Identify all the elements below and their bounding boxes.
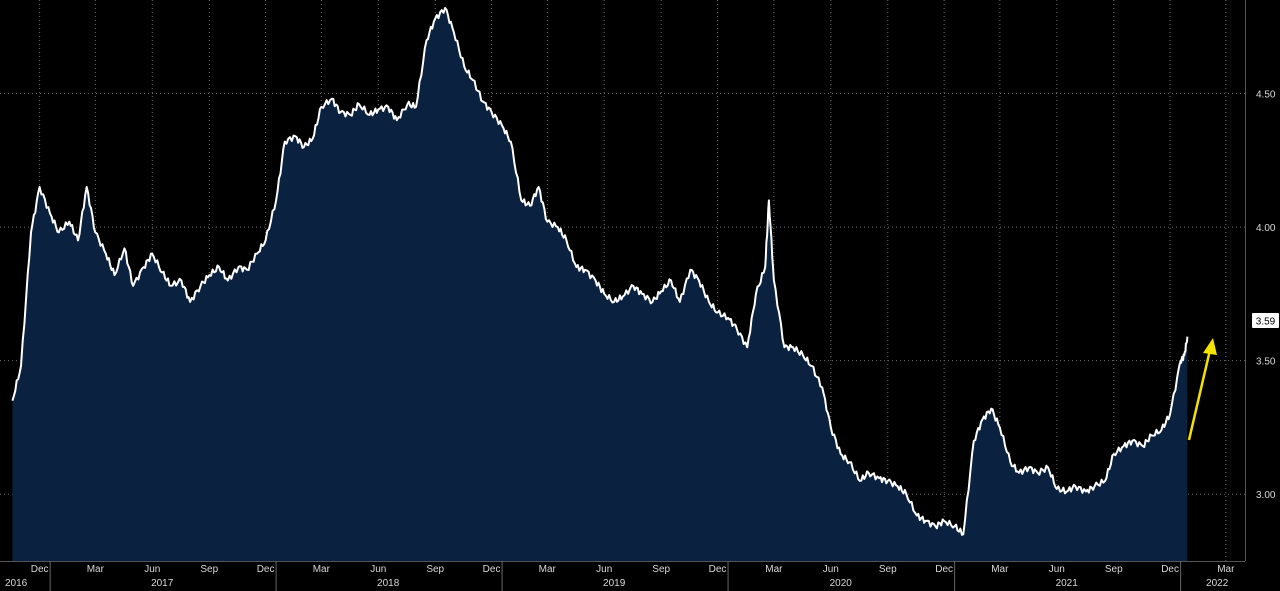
x-tick-label: Dec [709,564,727,575]
x-tick-label: Jun [596,564,612,575]
y-axis: 3.00 3.50 4.00 4.50 [1245,0,1276,561]
x-tick-label: Mar [313,564,331,575]
x-tick-label: Sep [652,564,670,575]
x-tick-label: Sep [879,564,897,575]
x-tick-label: Jun [370,564,386,575]
x-tick-label: Sep [426,564,444,575]
x-tick-label: Dec [935,564,953,575]
x-tick-label: Dec [257,564,275,575]
x-tick-label: Dec [483,564,501,575]
x-tick-label: Jun [1049,564,1065,575]
x-tick-label: Sep [200,564,218,575]
last-value-label: 3.59 [1256,317,1276,328]
x-tick-label: Mar [765,564,783,575]
x-tick-label: Dec [1161,564,1179,575]
x-year-label: 2016 [5,578,28,589]
annotation-arrow [1187,338,1217,441]
x-tick-label: Jun [144,564,160,575]
series-line [11,7,1189,536]
x-year-label: 2018 [377,578,400,589]
series-area-fill [12,8,1188,561]
y-tick-label: 4.00 [1256,223,1276,234]
y-tick-label: 4.50 [1256,90,1276,101]
x-axis: Dec Mar Jun Sep Dec Mar Jun Sep Dec Mar Jun Sep Dec M… [0,561,1245,591]
x-tick-label: Mar [991,564,1009,575]
x-year-label: 2019 [603,578,626,589]
x-tick-label: Dec [31,564,49,575]
y-tick-label: 3.50 [1256,357,1276,368]
x-year-label: 2022 [1206,578,1229,589]
x-year-label: 2017 [151,578,174,589]
x-tick-label: Mar [539,564,557,575]
last-value-marker: 3.59 [1252,313,1279,328]
y-tick-label: 3.00 [1256,490,1276,501]
x-year-label: 2021 [1056,578,1079,589]
x-tick-label: Jun [823,564,839,575]
x-tick-label: Sep [1105,564,1123,575]
x-year-label: 2020 [830,578,853,589]
x-tick-label: Mar [1217,564,1235,575]
x-tick-label: Mar [87,564,105,575]
